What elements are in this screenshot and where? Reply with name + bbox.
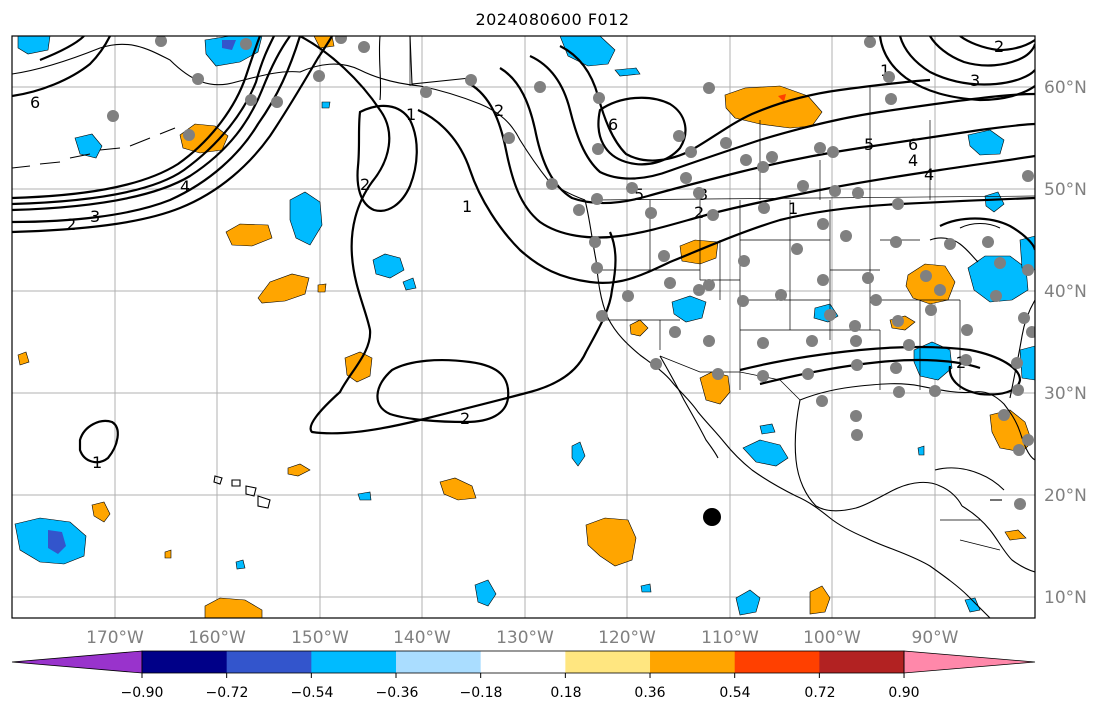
- coastlines: [12, 36, 1035, 618]
- svg-text:40°N: 40°N: [1044, 282, 1087, 302]
- svg-text:0.72: 0.72: [804, 685, 835, 701]
- svg-text:0.90: 0.90: [888, 685, 919, 701]
- svg-text:60°N: 60°N: [1044, 78, 1087, 98]
- svg-text:6: 6: [30, 93, 40, 112]
- svg-text:5: 5: [634, 185, 644, 204]
- colorbar-segment: [565, 651, 651, 673]
- svg-text:10°N: 10°N: [1044, 588, 1087, 608]
- svg-text:140°W: 140°W: [393, 628, 451, 648]
- svg-text:6: 6: [908, 135, 918, 154]
- svg-text:2: 2: [994, 37, 1004, 56]
- svg-text:1: 1: [880, 61, 890, 80]
- colorbar-segment: [650, 651, 736, 673]
- colorbar-segment: [819, 651, 905, 673]
- colorbar: [11, 650, 1036, 678]
- colorbar-frame: [141, 650, 905, 674]
- svg-text:20°N: 20°N: [1044, 486, 1087, 506]
- svg-text:1: 1: [462, 197, 472, 216]
- svg-text:0.36: 0.36: [634, 685, 665, 701]
- svg-text:50°N: 50°N: [1044, 180, 1087, 200]
- svg-text:−0.72: −0.72: [206, 685, 249, 701]
- svg-text:1: 1: [406, 105, 416, 124]
- colorbar-segment: [396, 651, 482, 673]
- map-frame: [11, 35, 1036, 619]
- svg-text:0.18: 0.18: [550, 685, 581, 701]
- svg-text:110°W: 110°W: [701, 628, 759, 648]
- longitude-labels: 170°W 160°W 150°W 140°W 130°W 120°W 110°…: [86, 628, 959, 648]
- svg-text:4: 4: [180, 177, 190, 196]
- svg-text:2: 2: [66, 215, 76, 234]
- svg-text:150°W: 150°W: [291, 628, 349, 648]
- colorbar-segment: [142, 651, 228, 673]
- contour-lines: [12, 36, 1035, 464]
- svg-text:170°W: 170°W: [86, 628, 144, 648]
- svg-text:160°W: 160°W: [188, 628, 246, 648]
- svg-text:5: 5: [864, 135, 874, 154]
- colorbar-labels: −0.90 −0.72 −0.54 −0.36 −0.18 0.18 0.36 …: [121, 685, 920, 701]
- svg-text:−0.90: −0.90: [121, 685, 164, 701]
- svg-text:90°W: 90°W: [912, 628, 959, 648]
- colorbar-extend-low: [11, 650, 143, 674]
- svg-text:2: 2: [694, 203, 704, 222]
- colorbar-extend-high: [903, 650, 1036, 674]
- svg-text:100°W: 100°W: [803, 628, 861, 648]
- svg-text:2: 2: [460, 409, 470, 428]
- svg-text:30°N: 30°N: [1044, 384, 1087, 404]
- colorbar-segment: [311, 651, 397, 673]
- svg-text:−0.54: −0.54: [291, 685, 334, 701]
- svg-text:130°W: 130°W: [496, 628, 554, 648]
- svg-text:3: 3: [90, 207, 100, 226]
- colorbar-segment: [226, 651, 312, 673]
- svg-text:−0.18: −0.18: [460, 685, 503, 701]
- black-marker: [703, 508, 721, 526]
- svg-text:4: 4: [908, 151, 918, 170]
- svg-text:0.54: 0.54: [719, 685, 750, 701]
- map-title: 2024080600 F012: [475, 10, 630, 29]
- svg-text:−0.36: −0.36: [376, 685, 419, 701]
- svg-text:4: 4: [924, 165, 934, 184]
- svg-text:120°W: 120°W: [598, 628, 656, 648]
- svg-text:2: 2: [494, 101, 504, 120]
- borders: [409, 36, 1035, 551]
- latitude-labels: 60°N 50°N 40°N 30°N 20°N 10°N: [1044, 78, 1087, 608]
- svg-text:1: 1: [92, 453, 102, 472]
- svg-text:1: 1: [788, 199, 798, 218]
- station-markers: [107, 36, 1035, 510]
- svg-text:2: 2: [360, 175, 370, 194]
- svg-text:3: 3: [970, 71, 980, 90]
- contour-labels: 6 4 3 2 1 2 2 1 1 2 6 5 4 3 2 1 6 5 4 3 …: [30, 37, 1004, 472]
- grid-lines: [12, 36, 1035, 618]
- svg-text:6: 6: [608, 115, 618, 134]
- colorbar-segment: [734, 651, 820, 673]
- colorbar-segment: [480, 651, 566, 673]
